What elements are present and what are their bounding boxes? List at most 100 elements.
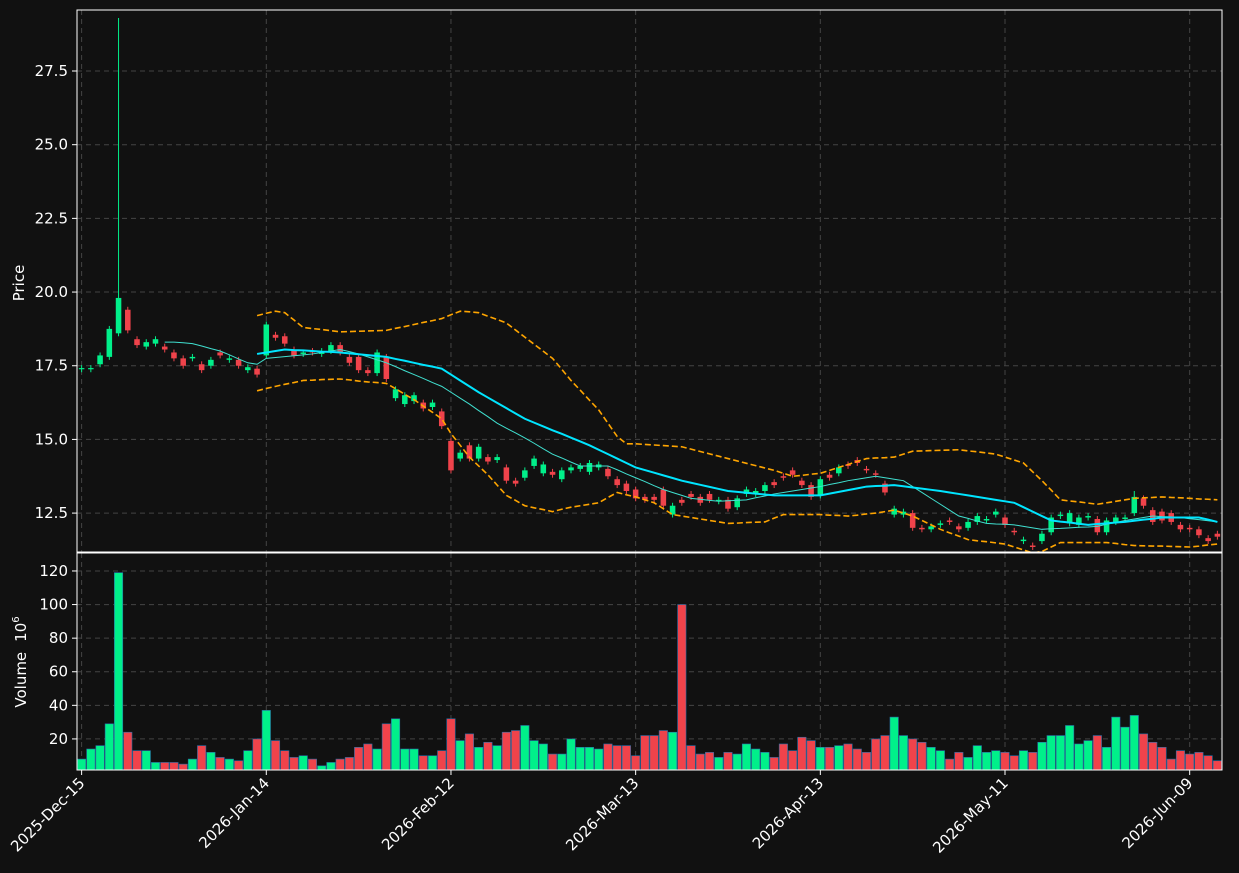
volume-bar	[677, 604, 687, 771]
candle-body	[715, 499, 722, 502]
volume-bar	[825, 747, 835, 771]
y-tick-label: 15.0	[35, 430, 68, 448]
candle-body	[1085, 516, 1091, 518]
candle-body	[1039, 533, 1045, 542]
volume-bar	[1138, 733, 1149, 771]
x-tick-label: 2026-Apr-13	[749, 774, 827, 852]
candle-body	[993, 511, 999, 515]
candle-body	[337, 345, 343, 353]
volume-bar	[695, 753, 705, 771]
volume-bar	[621, 745, 631, 771]
volume-bar	[741, 743, 751, 771]
volume-bar	[575, 747, 585, 771]
indicator-line	[256, 310, 1218, 506]
volume-bar	[797, 736, 807, 771]
volume-bar	[1175, 750, 1185, 771]
volume-bar	[427, 755, 438, 771]
candle-body	[161, 346, 168, 350]
volume-bar	[1148, 741, 1158, 771]
candle-body	[245, 367, 251, 371]
candle-body	[642, 496, 648, 500]
candle-body	[272, 334, 279, 338]
x-tick-label: 2026-Feb-12	[378, 774, 458, 854]
volume-bar	[1111, 716, 1121, 771]
candle-body	[974, 516, 981, 522]
plot-area: 12.5 15.0 17.5 20.0 22.5 25.0 27.5 20 40 60 80 100 1…	[7, 10, 1222, 857]
v-tick-label: 60	[49, 663, 68, 681]
volume-bar	[686, 745, 696, 771]
candle-body	[688, 493, 694, 497]
volume-bar	[1166, 758, 1176, 771]
candle-body	[882, 483, 888, 493]
volume-bar	[132, 750, 142, 771]
volume-bar	[187, 758, 197, 771]
volume-bar	[511, 730, 521, 771]
candle-body	[743, 489, 750, 494]
v-tick-label: 100	[39, 596, 68, 614]
volume-bar	[307, 758, 317, 771]
candle-body	[97, 355, 103, 365]
volume-bar	[501, 731, 511, 771]
candle-body	[457, 452, 463, 459]
volume-bar	[160, 762, 170, 771]
candle-body	[1066, 513, 1073, 524]
candle-body	[762, 485, 768, 491]
volume-bar	[492, 745, 502, 771]
volume-bar	[317, 765, 327, 771]
candle-body	[503, 467, 510, 481]
volume-bar	[649, 735, 659, 771]
volume-bar	[520, 725, 530, 771]
y-tick-label: 22.5	[35, 209, 68, 227]
volume-bar	[224, 758, 234, 771]
candle-body	[1076, 517, 1082, 525]
candle-body	[1011, 530, 1018, 533]
candle-body	[189, 356, 196, 359]
candle-body	[900, 511, 907, 515]
candle-body	[1048, 517, 1054, 533]
volume-bar	[114, 572, 124, 771]
volume-bar	[612, 745, 622, 771]
candle-body	[448, 440, 454, 471]
candle-body	[651, 496, 657, 500]
volume-bar	[834, 745, 844, 771]
volume-bar	[141, 750, 151, 771]
candle-body	[559, 470, 565, 480]
indicator-line	[256, 378, 1218, 552]
candle-body	[438, 411, 445, 427]
candle-body	[254, 368, 260, 375]
candle-body	[1002, 517, 1008, 525]
candle-body	[706, 493, 713, 500]
volume-bar	[584, 747, 594, 771]
price-series	[78, 17, 1221, 552]
volume-bar	[400, 748, 410, 771]
candle-body	[1196, 529, 1202, 536]
candle-body	[328, 345, 334, 351]
volume-bar	[1009, 755, 1019, 771]
volume-bar	[363, 743, 373, 771]
volume-bar	[409, 748, 419, 771]
candle-body	[577, 465, 584, 469]
candle-body	[1029, 545, 1036, 547]
volume-bar	[326, 762, 336, 771]
volume-bar	[464, 733, 474, 771]
volume-bar	[926, 747, 936, 771]
volume-bar	[714, 757, 724, 771]
candle-body	[568, 467, 574, 471]
volume-bar	[474, 747, 484, 771]
candle-body	[623, 483, 630, 491]
volume-bar	[298, 755, 308, 771]
volume-bar	[1000, 752, 1010, 771]
volume-bar	[640, 735, 650, 771]
v-tick-label: 20	[49, 730, 68, 748]
volume-bar	[945, 758, 955, 771]
volume-bar	[391, 718, 401, 771]
volume-bar	[455, 740, 465, 771]
v-tick-label: 80	[49, 629, 68, 647]
volume-bar	[760, 752, 770, 771]
candle-body	[919, 527, 925, 530]
volume-bar	[86, 748, 96, 771]
volume-bar	[1203, 755, 1213, 771]
candle-body	[152, 339, 159, 344]
volume-bar	[1028, 752, 1038, 771]
candle-body	[614, 479, 620, 486]
